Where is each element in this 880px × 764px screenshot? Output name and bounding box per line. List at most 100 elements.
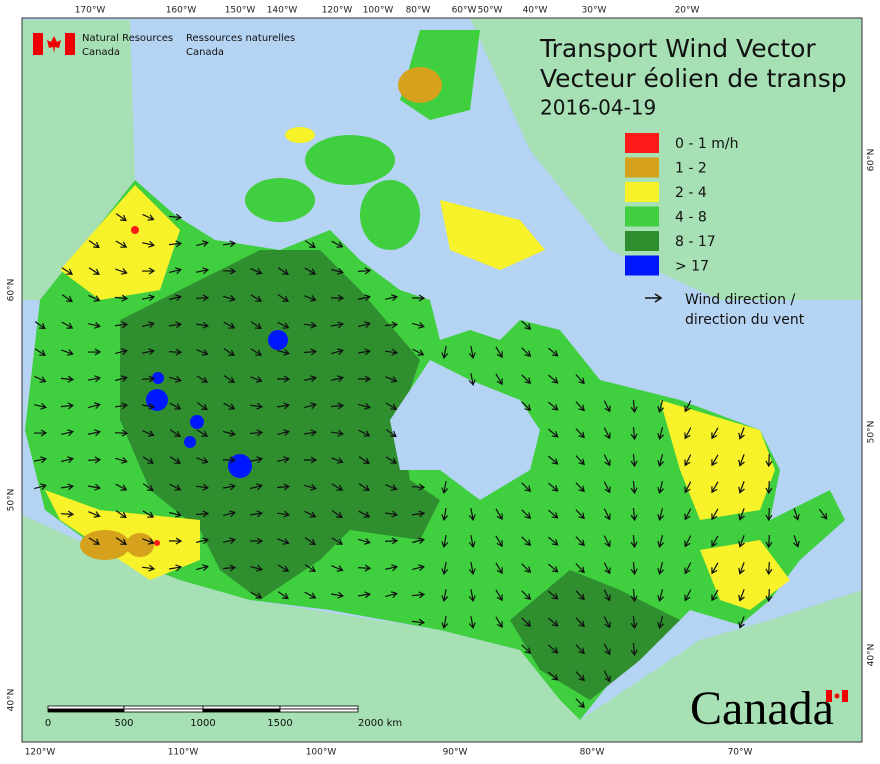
wind-arrow (249, 510, 264, 518)
wind-arrow (603, 427, 611, 440)
wind-arrow (548, 428, 559, 438)
island (305, 135, 395, 185)
zone-2-4 (700, 540, 790, 610)
wind-arrow (711, 589, 719, 602)
scale-segment (123, 708, 204, 713)
island (360, 180, 420, 250)
wind-arrow (603, 562, 611, 575)
zone-1-2 (398, 67, 442, 103)
wind-arrow (115, 268, 128, 275)
wind-arrow (575, 428, 585, 439)
wind-arrow (468, 345, 476, 360)
wind-arrow (250, 456, 263, 464)
wind-arrow (711, 427, 719, 440)
wind-arrow (222, 240, 237, 248)
wind-arrow (521, 644, 532, 655)
zone-17-plus (146, 389, 168, 411)
nrcan-logo: Natural Resources Canada Ressources natu… (33, 33, 295, 58)
wind-arrow (468, 615, 476, 630)
agency-fr: Canada (186, 47, 224, 58)
wind-arrow (60, 510, 75, 518)
wind-arrow (441, 534, 449, 549)
graticule-label: 120°W (25, 748, 56, 758)
wind-arrow (495, 589, 503, 602)
wind-arrow (385, 484, 398, 491)
wind-arrow (222, 456, 237, 464)
wind-arrow (33, 429, 48, 437)
wind-arrow (575, 374, 585, 385)
wind-arrow (142, 456, 155, 464)
wind-arrow (276, 483, 291, 491)
wind-arrow (548, 644, 559, 654)
wind-arrow (385, 376, 398, 383)
wind-arrow (548, 347, 559, 357)
wind-arrows (33, 213, 828, 709)
wind-arrow (304, 483, 317, 491)
zone-0-1 (154, 540, 160, 546)
wind-arrow (358, 483, 370, 492)
wind-arrow (196, 267, 210, 275)
wind-arrow (331, 375, 344, 383)
wind-arrow (304, 240, 316, 249)
wind-arrow (468, 588, 476, 603)
wind-arrow (304, 564, 316, 573)
wind-arrow (818, 508, 828, 520)
wind-arrow (441, 561, 449, 576)
graticule-label: 100°W (306, 748, 337, 758)
wind-arrow (142, 430, 155, 437)
title-fr: Vecteur éolien de transp (540, 64, 847, 93)
wind-arrow (88, 402, 101, 410)
wind-arrow (575, 671, 585, 682)
wind-arrow (61, 294, 73, 303)
wind-arrow (142, 510, 155, 518)
island (245, 178, 315, 222)
scale-label: 0 (45, 718, 51, 729)
wind-arrow (384, 510, 399, 518)
wind-arrow (195, 294, 210, 302)
wind-arrow (223, 348, 235, 357)
wind-arrow (575, 482, 585, 493)
wind-arrow (603, 670, 611, 683)
flag-bar (826, 690, 832, 702)
wind-arrow (603, 535, 611, 548)
wind-arrow (142, 213, 155, 221)
wind-arrow (657, 400, 665, 413)
wind-arrow (330, 402, 345, 410)
wind-arrow (169, 429, 181, 438)
wind-arrow (495, 508, 503, 521)
wind-arrow (250, 483, 263, 491)
wind-arrow (195, 483, 210, 491)
wind-arrow (411, 591, 426, 599)
wind-arrow (61, 321, 74, 329)
wind-arrow (548, 482, 559, 492)
wind-arrow (793, 508, 800, 521)
wind-arrow (411, 483, 426, 491)
wind-arrow (303, 429, 318, 437)
zone-1-2 (126, 533, 154, 557)
wind-arrow (603, 400, 611, 413)
wind-arrow (603, 508, 611, 521)
wind-arrow (657, 454, 665, 467)
wind-arrow (521, 320, 532, 331)
wind-arrow (304, 402, 317, 410)
wind-arrow (142, 321, 155, 329)
wind-arrow (765, 561, 773, 576)
wind-arrow (88, 240, 100, 249)
wind-arrow (384, 348, 399, 356)
wind-arrow (495, 346, 503, 359)
wind-arrow (684, 535, 692, 548)
wind-arrow (521, 482, 532, 493)
wind-arrow (495, 616, 503, 629)
wind-arrow (684, 481, 692, 494)
wind-arrow (657, 616, 665, 629)
wind-arrow (358, 429, 371, 437)
graticule-label: 150°W (225, 6, 256, 16)
wind-arrow (88, 294, 101, 302)
wind-arrow (114, 429, 129, 437)
wind-arrow (303, 321, 318, 329)
wind-arrow (88, 321, 101, 329)
wind-arrow (34, 483, 47, 491)
wind-arrow (61, 267, 74, 275)
wind-arrow (196, 429, 209, 437)
